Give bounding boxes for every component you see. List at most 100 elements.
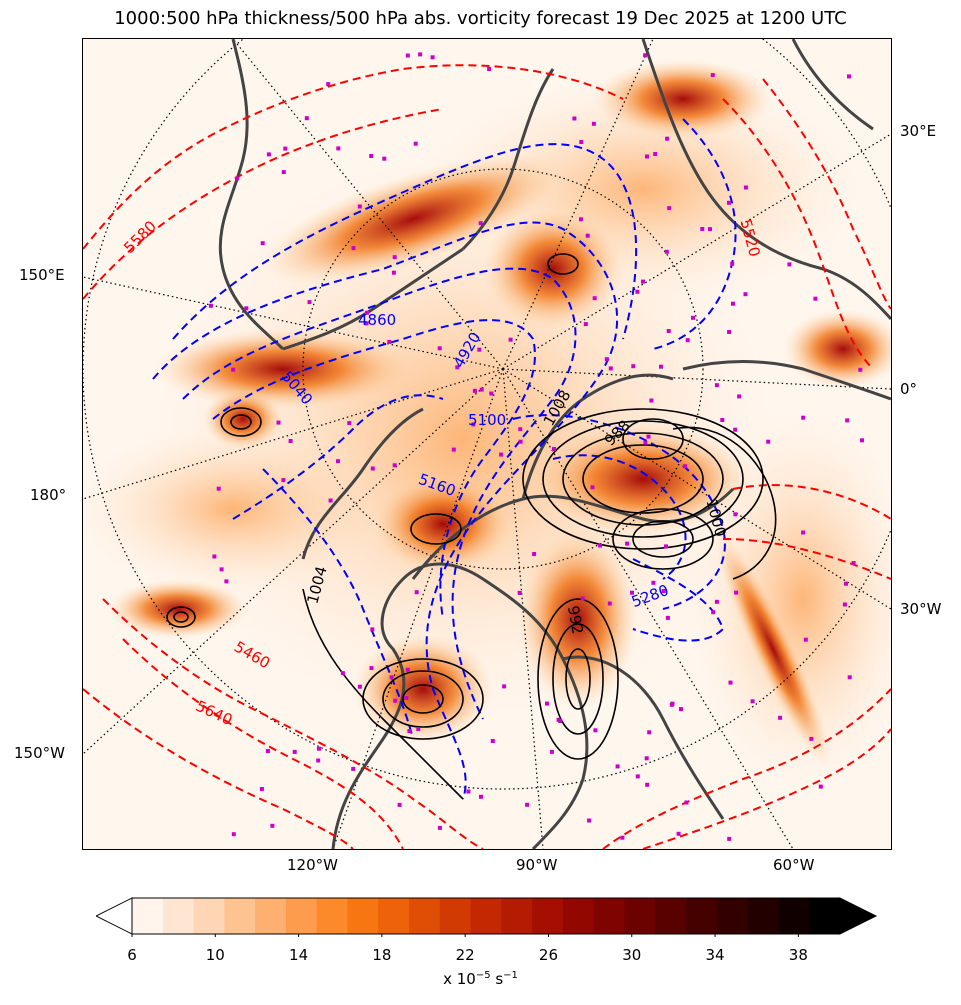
station-marker xyxy=(750,699,755,704)
station-marker xyxy=(670,701,675,706)
station-marker xyxy=(643,53,648,58)
longitude-label: 0° xyxy=(900,380,918,398)
station-marker xyxy=(405,667,410,672)
station-marker xyxy=(860,438,864,443)
station-marker xyxy=(620,835,625,840)
colorbar-cell xyxy=(193,898,225,934)
station-marker xyxy=(731,301,735,306)
pressure-contours xyxy=(166,253,777,800)
station-marker xyxy=(818,784,823,789)
colorbar-cell xyxy=(378,898,410,934)
station-marker xyxy=(847,74,851,79)
colorbar-cell xyxy=(316,898,349,934)
station-marker xyxy=(487,67,492,71)
station-marker xyxy=(389,675,394,680)
station-marker xyxy=(635,289,640,294)
station-marker xyxy=(508,337,513,342)
colorbar-frame xyxy=(131,897,841,935)
station-marker xyxy=(685,338,690,343)
station-marker xyxy=(266,152,271,157)
station-marker xyxy=(661,589,666,593)
station-marker xyxy=(607,601,612,606)
station-marker xyxy=(235,176,240,181)
station-marker xyxy=(733,427,738,432)
station-marker xyxy=(365,310,370,315)
station-marker xyxy=(587,818,592,823)
station-marker xyxy=(858,367,863,372)
station-marker xyxy=(525,802,530,807)
station-marker xyxy=(270,823,275,828)
station-marker xyxy=(317,746,321,751)
station-marker xyxy=(231,367,236,372)
station-marker xyxy=(392,255,397,260)
colorbar-tick-label: 22 xyxy=(455,946,475,964)
station-marker xyxy=(260,241,265,246)
colorbar-tick-label: 30 xyxy=(622,946,642,964)
station-marker xyxy=(304,116,309,121)
station-marker xyxy=(684,800,689,805)
colorbar-cell xyxy=(439,898,472,934)
station-marker xyxy=(414,590,419,595)
station-marker xyxy=(281,170,286,175)
station-marker xyxy=(691,315,695,320)
station-marker xyxy=(478,221,483,226)
colorbar-min-extend xyxy=(96,897,133,935)
station-marker xyxy=(711,610,716,615)
colorbar-label: x 10−5 s−1 xyxy=(0,970,961,988)
station-marker xyxy=(676,831,681,836)
colorbar-tick-label: 34 xyxy=(705,946,725,964)
station-marker xyxy=(518,439,523,444)
coastlines xyxy=(218,39,891,849)
station-marker xyxy=(558,719,563,723)
station-marker xyxy=(357,684,362,689)
colorbar-cell xyxy=(716,898,749,934)
station-marker xyxy=(517,590,522,595)
station-marker xyxy=(647,730,652,735)
station-marker xyxy=(466,789,471,794)
station-marker xyxy=(714,599,719,604)
longitude-label: 150°E xyxy=(19,266,65,284)
station-marker xyxy=(369,666,374,671)
station-marker xyxy=(714,383,719,388)
station-marker xyxy=(579,217,583,222)
station-marker xyxy=(666,329,671,333)
station-marker xyxy=(391,270,396,275)
map-canvas xyxy=(83,39,891,849)
station-marker xyxy=(778,715,783,720)
station-marker xyxy=(413,141,418,146)
station-marker xyxy=(340,671,345,676)
station-marker xyxy=(437,825,442,830)
station-marker xyxy=(641,279,645,284)
station-marker xyxy=(667,206,672,211)
station-marker xyxy=(844,581,848,586)
station-marker xyxy=(404,696,409,700)
station-marker xyxy=(336,146,341,151)
station-marker xyxy=(370,627,375,632)
station-marker xyxy=(370,466,375,471)
station-marker xyxy=(437,346,442,351)
station-marker xyxy=(720,418,725,422)
station-marker xyxy=(416,727,421,731)
colorbar-label-exponent: −5 xyxy=(475,970,491,981)
station-marker xyxy=(351,766,356,771)
station-marker xyxy=(281,478,286,483)
station-marker xyxy=(572,116,577,121)
vorticity-shading xyxy=(83,39,891,849)
station-marker xyxy=(631,364,636,369)
station-marker xyxy=(700,227,705,231)
station-marker xyxy=(545,701,549,706)
longitude-label: 180° xyxy=(30,486,67,504)
station-marker xyxy=(244,306,249,311)
station-marker xyxy=(813,296,818,301)
station-marker xyxy=(664,249,669,254)
thickness-contours-warm xyxy=(83,64,891,849)
station-marker xyxy=(809,736,814,741)
station-marker xyxy=(801,415,806,420)
thickness-label: 5100 xyxy=(468,411,507,429)
longitude-label: 30°E xyxy=(900,122,937,140)
station-marker xyxy=(418,52,423,57)
colorbar-cell xyxy=(285,898,318,934)
colorbar-cell xyxy=(255,898,287,934)
station-marker xyxy=(477,347,482,352)
colorbar-cell xyxy=(686,898,718,934)
